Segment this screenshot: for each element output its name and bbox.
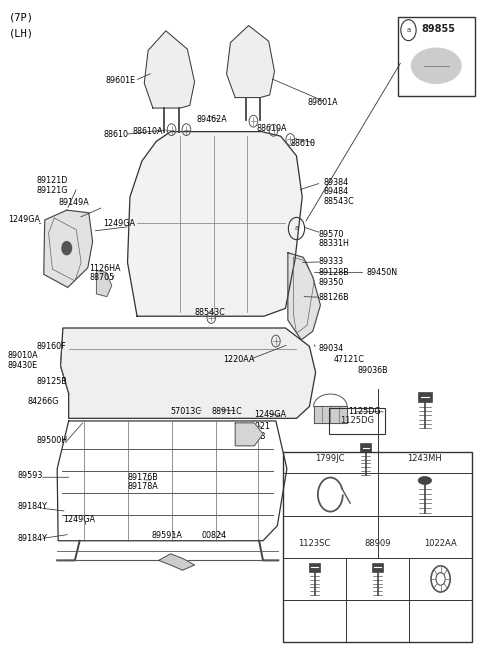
- Text: 89484: 89484: [324, 188, 349, 196]
- Text: 88610: 88610: [290, 139, 315, 148]
- Text: a: a: [294, 226, 299, 232]
- Polygon shape: [227, 26, 275, 98]
- Text: 89350: 89350: [319, 278, 344, 287]
- Text: 89570: 89570: [319, 230, 344, 239]
- Polygon shape: [235, 423, 263, 446]
- Text: a: a: [407, 27, 410, 33]
- Text: 89178A: 89178A: [128, 482, 158, 491]
- Text: 89855: 89855: [422, 24, 456, 34]
- Text: 88911C: 88911C: [211, 407, 242, 416]
- Text: P89021: P89021: [240, 422, 270, 431]
- Circle shape: [62, 241, 72, 255]
- Text: 89121D: 89121D: [36, 176, 68, 185]
- Bar: [418, 392, 432, 402]
- Text: 89333: 89333: [319, 257, 344, 266]
- Text: 89125B: 89125B: [36, 377, 68, 386]
- Text: (LH): (LH): [9, 28, 34, 38]
- Text: 1249GA: 1249GA: [254, 410, 287, 419]
- Text: 88543C: 88543C: [194, 308, 225, 318]
- Text: 1249GA: 1249GA: [8, 215, 40, 224]
- Polygon shape: [313, 407, 347, 422]
- Text: (7P): (7P): [9, 12, 34, 22]
- Text: 88610: 88610: [104, 130, 129, 138]
- Bar: [372, 563, 383, 572]
- Polygon shape: [96, 270, 112, 297]
- Text: 88909: 88909: [364, 539, 391, 548]
- Ellipse shape: [411, 48, 461, 83]
- Text: 89034: 89034: [319, 344, 344, 354]
- Text: 1243MH: 1243MH: [408, 454, 442, 463]
- Text: 88705: 88705: [89, 273, 115, 282]
- Bar: [309, 563, 320, 572]
- Text: 89128B: 89128B: [319, 268, 350, 277]
- Text: 1249GA: 1249GA: [63, 515, 95, 523]
- Polygon shape: [128, 132, 302, 316]
- Text: 1799JC: 1799JC: [315, 454, 345, 463]
- Polygon shape: [158, 554, 194, 570]
- Text: 89591A: 89591A: [152, 531, 182, 540]
- Text: 89593: 89593: [17, 471, 43, 480]
- Bar: [329, 408, 385, 434]
- Text: 57013C: 57013C: [170, 407, 202, 416]
- Text: 89121G: 89121G: [36, 186, 68, 195]
- Ellipse shape: [418, 476, 432, 485]
- Text: 88126B: 88126B: [319, 293, 349, 302]
- Text: 88543C: 88543C: [324, 197, 355, 205]
- Text: 00824: 00824: [202, 531, 227, 540]
- Text: 89149A: 89149A: [58, 198, 89, 207]
- Text: 89184Y: 89184Y: [17, 534, 48, 543]
- Text: 89010A: 89010A: [8, 351, 38, 360]
- Text: 1125DG: 1125DG: [340, 417, 374, 426]
- Text: 89430E: 89430E: [8, 361, 38, 370]
- Bar: [360, 443, 371, 452]
- Text: 88610A: 88610A: [257, 125, 287, 134]
- Polygon shape: [144, 31, 194, 108]
- Text: 89450N: 89450N: [367, 268, 398, 277]
- Text: 1249GA: 1249GA: [104, 218, 135, 228]
- Text: 89184Y: 89184Y: [17, 502, 48, 510]
- Text: 1022AA: 1022AA: [424, 539, 457, 548]
- Text: 1125DG: 1125DG: [348, 407, 380, 417]
- Text: 89036B: 89036B: [357, 366, 388, 375]
- Bar: [283, 453, 472, 642]
- Text: 1123SC: 1123SC: [299, 539, 331, 548]
- Text: 1220AA: 1220AA: [223, 355, 255, 364]
- Polygon shape: [60, 328, 316, 419]
- Polygon shape: [288, 253, 321, 340]
- Text: 47121C: 47121C: [333, 355, 364, 364]
- Text: 68683B: 68683B: [235, 432, 266, 441]
- Polygon shape: [44, 210, 93, 287]
- Bar: [398, 17, 475, 96]
- Text: 84266G: 84266G: [27, 397, 59, 406]
- Text: 89384: 89384: [324, 178, 349, 187]
- Text: 89176B: 89176B: [128, 473, 158, 482]
- Text: 88331H: 88331H: [319, 239, 350, 248]
- Text: 89462A: 89462A: [197, 115, 228, 125]
- Text: 89160F: 89160F: [36, 342, 66, 351]
- Text: 89500H: 89500H: [36, 436, 68, 445]
- Text: 1126HA: 1126HA: [89, 264, 121, 273]
- Text: 89601A: 89601A: [307, 98, 337, 107]
- Text: 88610A: 88610A: [132, 127, 163, 136]
- Text: 89601E: 89601E: [106, 76, 136, 85]
